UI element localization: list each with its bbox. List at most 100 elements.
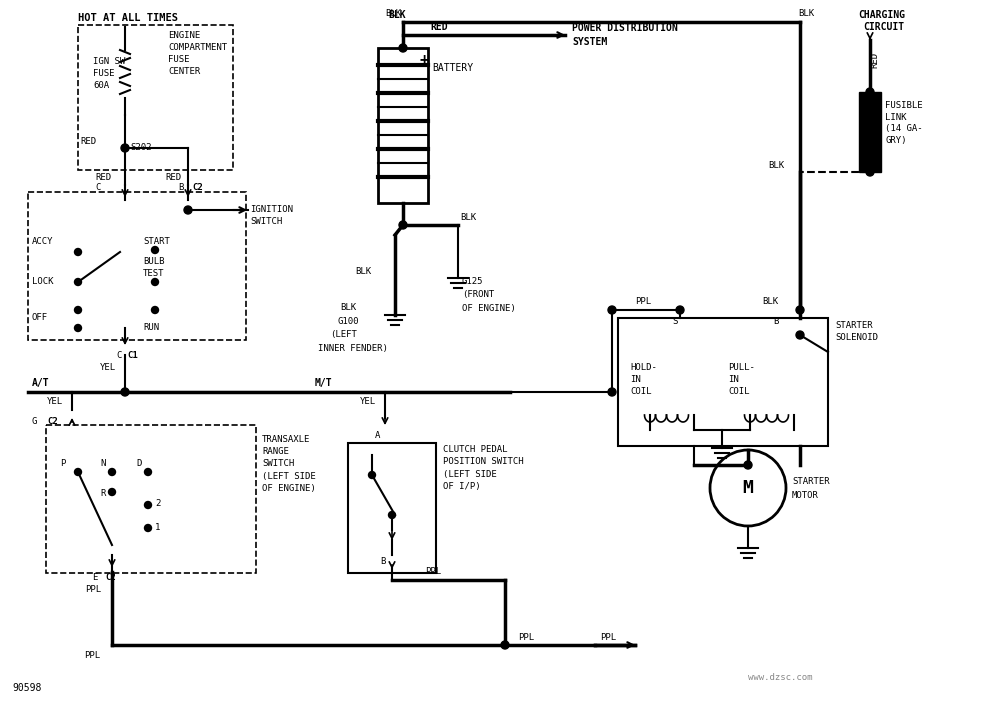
Text: PULL-: PULL-: [728, 364, 755, 372]
Text: S: S: [672, 318, 677, 327]
Text: A/T: A/T: [32, 378, 50, 388]
Text: COMPARTMENT: COMPARTMENT: [168, 43, 227, 51]
Text: M/T: M/T: [315, 378, 333, 388]
Text: BLK: BLK: [355, 268, 371, 276]
Circle shape: [744, 461, 752, 469]
Text: G125: G125: [462, 278, 484, 287]
Text: OF ENGINE): OF ENGINE): [262, 484, 316, 493]
Text: COIL: COIL: [728, 388, 750, 397]
Text: YEL: YEL: [100, 362, 116, 372]
Text: BLK: BLK: [340, 304, 356, 313]
Circle shape: [152, 247, 158, 254]
Text: CLUTCH PEDAL: CLUTCH PEDAL: [443, 446, 508, 454]
Text: MOTOR: MOTOR: [792, 491, 819, 500]
Text: CHARGING: CHARGING: [858, 10, 905, 20]
Text: COIL: COIL: [630, 388, 652, 397]
Text: BATTERY: BATTERY: [432, 63, 473, 73]
Text: CIRCUIT: CIRCUIT: [863, 22, 904, 32]
Circle shape: [501, 641, 509, 649]
Circle shape: [608, 388, 616, 396]
Text: 1: 1: [155, 524, 160, 533]
Text: C2: C2: [192, 184, 203, 193]
Circle shape: [121, 144, 129, 152]
Text: BLK: BLK: [798, 10, 814, 18]
Text: BLK: BLK: [385, 10, 401, 18]
Text: 60A: 60A: [93, 81, 109, 90]
Text: TEST: TEST: [143, 269, 164, 278]
Text: E: E: [92, 573, 97, 582]
Text: +: +: [420, 53, 429, 67]
Text: C2: C2: [47, 418, 58, 426]
Text: B: B: [380, 557, 385, 566]
Text: M: M: [743, 479, 753, 497]
Circle shape: [74, 468, 82, 475]
Text: R: R: [100, 489, 105, 498]
Circle shape: [108, 468, 116, 475]
Text: OF I/P): OF I/P): [443, 482, 481, 491]
Text: FUSE: FUSE: [168, 55, 190, 64]
Text: SOLENOID: SOLENOID: [835, 332, 878, 341]
Text: IGNITION: IGNITION: [250, 205, 293, 215]
Circle shape: [152, 306, 158, 313]
Text: ENGINE: ENGINE: [168, 31, 200, 39]
Text: PPL: PPL: [84, 651, 100, 660]
Text: POSITION SWITCH: POSITION SWITCH: [443, 458, 524, 466]
Text: FUSIBLE: FUSIBLE: [885, 100, 923, 109]
Text: RED: RED: [430, 22, 448, 32]
Circle shape: [608, 306, 616, 314]
Circle shape: [74, 306, 82, 313]
Text: SWITCH: SWITCH: [250, 217, 282, 226]
Circle shape: [184, 206, 192, 214]
Text: 2: 2: [155, 498, 160, 508]
Text: BLK: BLK: [388, 10, 406, 20]
Text: (LEFT SIDE: (LEFT SIDE: [443, 470, 497, 479]
Text: ACCY: ACCY: [32, 238, 54, 247]
Text: www.dzsc.com: www.dzsc.com: [748, 674, 812, 683]
Circle shape: [74, 248, 82, 255]
Circle shape: [144, 468, 152, 475]
Text: PPL: PPL: [85, 585, 101, 594]
Text: C: C: [95, 184, 100, 193]
Text: G100: G100: [338, 318, 360, 327]
Text: BLK: BLK: [762, 297, 778, 306]
Text: OF ENGINE): OF ENGINE): [462, 304, 516, 313]
Text: FUSE: FUSE: [93, 69, 114, 79]
Text: C1: C1: [127, 350, 138, 360]
Text: YEL: YEL: [47, 397, 63, 407]
Text: N: N: [100, 459, 105, 468]
Text: P: P: [60, 459, 65, 468]
Text: (LEFT: (LEFT: [330, 330, 357, 339]
Circle shape: [866, 168, 874, 176]
Bar: [378, 48, 428, 203]
Text: RUN: RUN: [143, 323, 159, 332]
Text: PPL: PPL: [600, 632, 616, 641]
Circle shape: [796, 331, 804, 339]
Text: IGN SW: IGN SW: [93, 57, 125, 67]
Text: PPL: PPL: [635, 297, 651, 306]
Text: RED: RED: [165, 174, 181, 182]
Text: POWER DISTRIBUTION: POWER DISTRIBUTION: [572, 23, 678, 33]
Text: BULB: BULB: [143, 257, 164, 266]
Text: BLK: BLK: [768, 161, 784, 170]
Text: B: B: [773, 318, 778, 327]
Circle shape: [152, 278, 158, 285]
Text: RED: RED: [80, 137, 96, 147]
Circle shape: [144, 524, 152, 531]
Text: SYSTEM: SYSTEM: [572, 37, 607, 47]
Text: D: D: [136, 459, 141, 468]
Bar: [859, 92, 881, 172]
Circle shape: [866, 88, 874, 96]
Text: 90598: 90598: [12, 683, 41, 693]
Text: IN: IN: [728, 376, 739, 385]
Text: RED: RED: [870, 52, 880, 68]
Text: INNER FENDER): INNER FENDER): [318, 343, 388, 353]
Text: B: B: [178, 184, 183, 193]
Circle shape: [74, 278, 82, 285]
Text: LINK: LINK: [885, 112, 906, 121]
Text: HOLD-: HOLD-: [630, 364, 657, 372]
Circle shape: [796, 306, 804, 314]
Text: CENTER: CENTER: [168, 67, 200, 76]
Text: LOCK: LOCK: [32, 278, 54, 287]
Bar: [348, 443, 436, 573]
Text: START: START: [143, 238, 170, 247]
